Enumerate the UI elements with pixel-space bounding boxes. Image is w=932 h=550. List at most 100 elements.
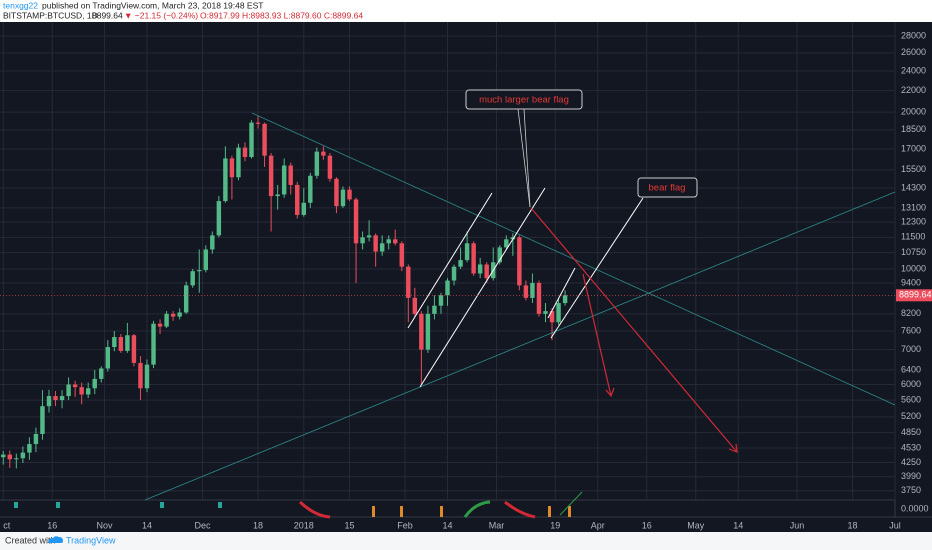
candle-body: [321, 151, 326, 156]
arrow-head: [728, 443, 738, 453]
candle-body: [138, 362, 143, 389]
candle-body: [314, 151, 320, 176]
candle-body: [157, 323, 163, 327]
candle-body: [85, 388, 91, 395]
candle-body: [288, 165, 293, 185]
candle-body: [451, 266, 457, 281]
candle-body: [151, 323, 156, 365]
candle-body: [59, 396, 65, 401]
indicator-curve: [504, 500, 536, 519]
x-tick-label: 2018: [294, 520, 314, 530]
footer-bg: [0, 532, 932, 550]
last-price-label: 8899.64: [899, 290, 932, 300]
y-tick-label: 4530: [901, 442, 921, 452]
candle-body: [46, 396, 52, 407]
y-tick-label: 22000: [901, 85, 926, 95]
publisher: tenxgg22: [3, 0, 38, 10]
candle-body: [504, 239, 509, 248]
x-tick-label: 14: [142, 520, 152, 530]
candle-body: [393, 239, 398, 244]
arrow-head: [605, 387, 615, 398]
y-tick-label: 10000: [901, 263, 926, 273]
y-tick-label: 8200: [901, 308, 921, 318]
candle-body: [118, 337, 124, 351]
annotation-box: [465, 89, 583, 110]
indicator-mark: [548, 506, 551, 517]
candle-body: [438, 295, 444, 306]
candle-body: [366, 235, 372, 238]
candle-body: [458, 260, 463, 267]
candle-body: [340, 189, 346, 207]
projection-arrow: [582, 273, 612, 397]
candle-body: [275, 194, 280, 197]
annotation-box: [637, 177, 698, 198]
y-tick-label: 15500: [901, 164, 926, 174]
y-tick-label: 17000: [901, 143, 926, 153]
header-bg: [0, 0, 932, 22]
candle-body: [301, 202, 306, 215]
candle-body: [177, 312, 182, 317]
channel-line: [419, 187, 546, 388]
y-tick-label: 11500: [901, 232, 925, 242]
indicator-mark: [160, 502, 164, 508]
y-tick-label: 28000: [901, 30, 926, 40]
candle-body: [334, 178, 339, 207]
x-tick-label: 14: [733, 520, 743, 530]
candle-body: [190, 271, 195, 286]
candle-body: [92, 378, 97, 389]
indicator-mark: [400, 506, 403, 517]
candle-body: [406, 266, 411, 298]
candle-body: [131, 335, 137, 363]
footer-brand[interactable]: TradingView: [66, 535, 116, 545]
drawings: much larger bear flag bear flag: [144, 89, 896, 501]
y-tick-label: 3990: [901, 471, 921, 481]
candle-body: [14, 458, 19, 460]
candle-body: [399, 243, 404, 267]
callout-line: [517, 108, 531, 208]
candle-body: [425, 313, 431, 350]
channel-line: [407, 192, 493, 329]
candle-body: [99, 368, 104, 379]
candle-body: [327, 155, 333, 179]
candle-body: [125, 335, 130, 351]
projection-arrow: [530, 207, 738, 453]
indicator-mark: [372, 506, 375, 517]
x-tick-label: Feb: [397, 520, 413, 530]
y-tick-label: 24000: [901, 65, 926, 75]
y-tick-label: 4850: [901, 427, 921, 437]
candle-body: [210, 235, 215, 250]
candle-body: [105, 347, 111, 369]
candle-body: [471, 243, 476, 274]
y-tick-label: 13100: [901, 202, 926, 212]
y-tick-label: 6400: [901, 364, 921, 374]
y-tick-label: 5600: [901, 394, 921, 404]
y-tick-label: 6000: [901, 379, 921, 389]
y-tick-label: 10750: [901, 247, 926, 257]
footer: Created with TradingView: [5, 535, 116, 545]
candle-body: [66, 384, 71, 397]
grid: [0, 22, 896, 500]
change: ▼ −21.15 (−0.24%): [124, 10, 198, 20]
annotation: bear flag: [649, 183, 686, 194]
candle-body: [419, 313, 424, 350]
x-tick-label: 16: [47, 520, 57, 530]
last-price-box: [896, 289, 932, 302]
x-tick-label: Nov: [97, 520, 114, 530]
indicator-mark: [218, 502, 222, 508]
x-tick-label: Apr: [591, 520, 605, 530]
candle-body: [72, 384, 78, 388]
candle-body: [497, 247, 502, 263]
candle-body: [530, 282, 535, 298]
candle-body: [523, 285, 529, 298]
y-tick-label: 12300: [901, 217, 926, 227]
y-tick-label: 7600: [901, 325, 921, 335]
x-tick-label: Dec: [195, 520, 212, 530]
candle-body: [308, 175, 313, 203]
indicator-curve: [463, 500, 491, 518]
candle-body: [353, 199, 359, 244]
candle-body: [281, 165, 287, 195]
candle-body: [242, 147, 248, 158]
candle-body: [412, 297, 418, 314]
indicator-mark: [56, 502, 60, 508]
